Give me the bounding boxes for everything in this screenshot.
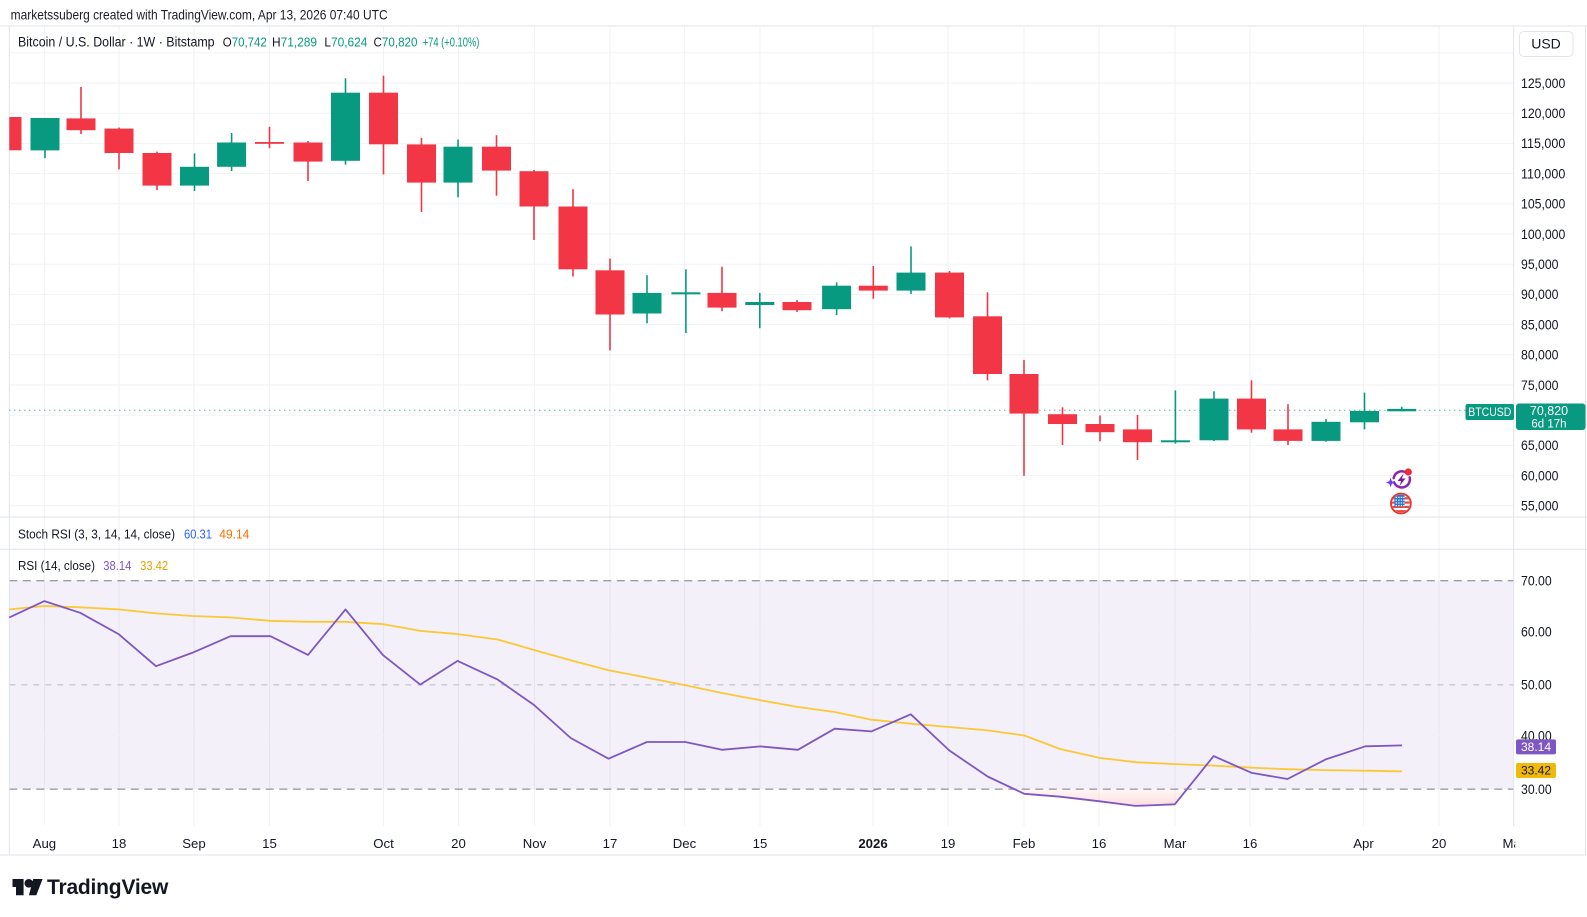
svg-text:Sep: Sep xyxy=(182,836,205,851)
svg-text:Stoch RSI (3, 3, 14, 14, close: Stoch RSI (3, 3, 14, 14, close) xyxy=(18,527,175,542)
svg-text:115,000: 115,000 xyxy=(1521,136,1565,151)
svg-text:50.00: 50.00 xyxy=(1521,678,1552,693)
svg-text:Feb: Feb xyxy=(1013,836,1036,851)
svg-text:USD: USD xyxy=(1531,36,1561,52)
svg-text:6d 17h: 6d 17h xyxy=(1531,419,1566,431)
svg-text:38.14: 38.14 xyxy=(1521,740,1551,754)
svg-text:RSI (14, close): RSI (14, close) xyxy=(18,558,95,573)
svg-text:100,000: 100,000 xyxy=(1521,227,1565,242)
svg-text:C70,820: C70,820 xyxy=(374,35,418,50)
svg-text:70,820: 70,820 xyxy=(1530,404,1568,418)
svg-text:L70,624: L70,624 xyxy=(324,35,367,50)
svg-text:60,000: 60,000 xyxy=(1521,468,1559,483)
svg-text:Mar: Mar xyxy=(1164,836,1187,851)
svg-text:105,000: 105,000 xyxy=(1521,197,1565,212)
svg-text:H71,289: H71,289 xyxy=(272,35,317,50)
svg-text:2026: 2026 xyxy=(858,836,887,851)
svg-text:Bitcoin / U.S. Dollar · 1W · B: Bitcoin / U.S. Dollar · 1W · Bitstamp xyxy=(18,35,215,50)
svg-text:17: 17 xyxy=(603,836,618,851)
svg-text:33.42: 33.42 xyxy=(140,558,168,573)
svg-text:20: 20 xyxy=(1432,836,1447,851)
svg-text:55,000: 55,000 xyxy=(1521,499,1559,514)
svg-text:Apr: Apr xyxy=(1353,836,1374,851)
svg-text:marketssuberg created with Tra: marketssuberg created with TradingView.c… xyxy=(11,7,388,23)
svg-text:30.00: 30.00 xyxy=(1521,782,1552,797)
svg-text:65,000: 65,000 xyxy=(1521,438,1559,453)
svg-text:Nov: Nov xyxy=(523,836,547,851)
svg-text:19: 19 xyxy=(941,836,956,851)
svg-text:80,000: 80,000 xyxy=(1521,348,1559,363)
svg-text:16: 16 xyxy=(1243,836,1258,851)
svg-text:75,000: 75,000 xyxy=(1521,378,1559,393)
svg-text:15: 15 xyxy=(753,836,768,851)
svg-text:125,000: 125,000 xyxy=(1521,76,1565,91)
svg-text:18: 18 xyxy=(112,836,127,851)
svg-text:O70,742: O70,742 xyxy=(223,35,267,50)
svg-text:90,000: 90,000 xyxy=(1521,287,1559,302)
svg-text:85,000: 85,000 xyxy=(1521,317,1559,332)
svg-text:20: 20 xyxy=(451,836,466,851)
svg-text:15: 15 xyxy=(262,836,277,851)
svg-text:70.00: 70.00 xyxy=(1521,574,1552,589)
svg-text:Oct: Oct xyxy=(373,836,394,851)
svg-text:60.00: 60.00 xyxy=(1521,625,1552,640)
svg-text:May: May xyxy=(1503,836,1528,851)
svg-text:+74 (+0.10%): +74 (+0.10%) xyxy=(423,35,480,50)
svg-text:38.14: 38.14 xyxy=(103,558,131,573)
svg-text:120,000: 120,000 xyxy=(1521,106,1565,121)
svg-text:Dec: Dec xyxy=(673,836,697,851)
svg-text:49.14: 49.14 xyxy=(219,527,249,542)
svg-text:60.31: 60.31 xyxy=(184,527,212,542)
svg-text:33.42: 33.42 xyxy=(1521,764,1551,778)
svg-text:16: 16 xyxy=(1092,836,1107,851)
svg-text:BTCUSD: BTCUSD xyxy=(1468,407,1511,419)
svg-text:95,000: 95,000 xyxy=(1521,257,1559,272)
svg-text:Aug: Aug xyxy=(33,836,56,851)
svg-text:TradingView: TradingView xyxy=(47,876,169,899)
svg-text:110,000: 110,000 xyxy=(1521,166,1565,181)
